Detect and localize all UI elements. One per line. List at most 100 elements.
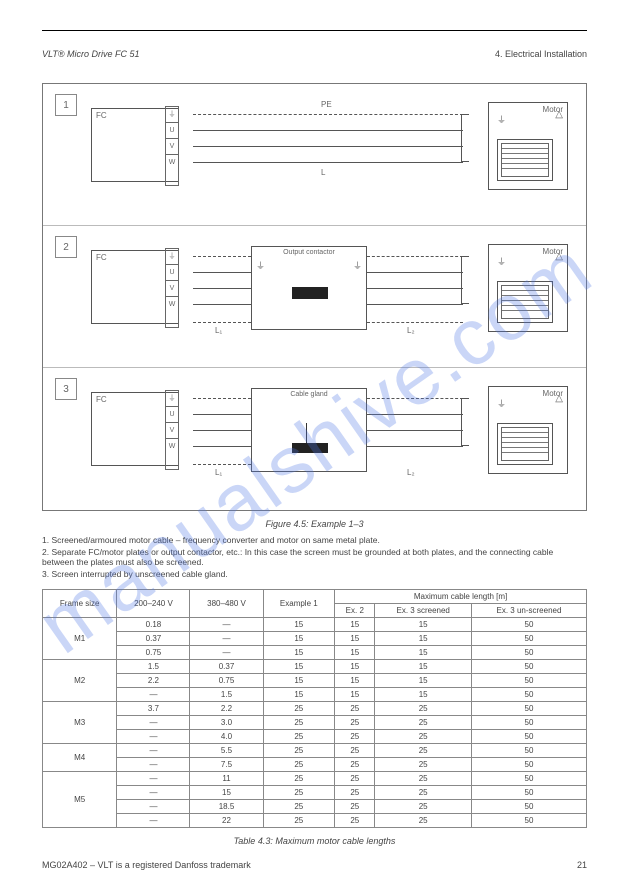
l2-label: L₂ <box>407 326 415 335</box>
cell: 25 <box>335 814 375 828</box>
cell: 25 <box>335 800 375 814</box>
cell: 50 <box>471 814 586 828</box>
diagram-panel-2: 2 FC ⏚ U V W <box>43 226 586 368</box>
drive-box: FC ⏚ U V W <box>91 108 179 182</box>
cell: 3.7 <box>117 702 190 716</box>
terminal-strip: ⏚ U V W <box>165 248 179 328</box>
term-v: V <box>166 281 178 297</box>
contactor-label: Output contactor <box>252 249 366 256</box>
wire-pe-r <box>367 256 463 257</box>
panel-number: 2 <box>55 236 77 258</box>
table-row: —3.025252550 <box>43 716 587 730</box>
cell: 25 <box>263 744 335 758</box>
panel-number: 3 <box>55 378 77 400</box>
cell: 50 <box>471 716 586 730</box>
table-row: —1.515151550 <box>43 688 587 702</box>
wire-w-r <box>367 304 463 305</box>
wire-v-r <box>367 288 463 289</box>
ground-icon: ⏚ <box>497 113 506 126</box>
length-label: L <box>321 168 325 177</box>
cell: 50 <box>471 702 586 716</box>
cell: 15 <box>375 618 472 632</box>
l1-label: L₁ <box>215 326 222 335</box>
l1-label: L₁ <box>215 468 222 477</box>
cell: 50 <box>471 632 586 646</box>
cell: — <box>117 716 190 730</box>
cell: 25 <box>263 716 335 730</box>
note-1: 1. Screened/armoured motor cable – frequ… <box>42 535 587 545</box>
diagram-panel-1: 1 FC ⏚ U V W <box>43 84 586 226</box>
th-max: Maximum cable length [m] <box>335 590 587 604</box>
table-row: 0.75—15151550 <box>43 646 587 660</box>
cell: 25 <box>263 702 335 716</box>
gland-label: Cable gland <box>252 391 366 398</box>
cell: 15 <box>263 618 335 632</box>
cell: 7.5 <box>190 758 263 772</box>
gland-stem <box>306 423 307 443</box>
term-w: W <box>166 439 178 455</box>
cell: 25 <box>335 702 375 716</box>
table-row: M5—1125252550 <box>43 772 587 786</box>
motor-box: Motor ⏚ △ <box>488 102 568 190</box>
cell: 25 <box>263 786 335 800</box>
cell: 25 <box>263 814 335 828</box>
term-u: U <box>166 407 178 423</box>
cell: 25 <box>335 786 375 800</box>
cell: 50 <box>471 744 586 758</box>
spec-table: Frame size 200–240 V 380–480 V Example 1… <box>42 589 587 828</box>
th-ex3s: Ex. 3 screened <box>375 604 472 618</box>
wire-w-l <box>193 446 251 447</box>
cell: — <box>117 800 190 814</box>
wire-u-r <box>367 272 463 273</box>
table-body: M10.18—151515500.37—151515500.75—1515155… <box>43 618 587 828</box>
cell: 2.2 <box>190 702 263 716</box>
cell: 25 <box>335 744 375 758</box>
cell: 25 <box>375 716 472 730</box>
cell: 25 <box>263 772 335 786</box>
wire-pe-l <box>193 398 251 399</box>
table-row: —2225252550 <box>43 814 587 828</box>
cell: 25 <box>263 800 335 814</box>
delta-icon: △ <box>555 393 563 404</box>
cell: 11 <box>190 772 263 786</box>
wire-u-l <box>193 414 251 415</box>
panel-content: FC ⏚ U V W Cable gland <box>91 386 568 486</box>
cell-frame: M4 <box>43 744 117 772</box>
cell-frame: M2 <box>43 660 117 702</box>
table-caption: Table 4.3: Maximum motor cable lengths <box>42 836 587 846</box>
wire-pe <box>193 114 463 115</box>
cell: 15 <box>263 688 335 702</box>
terminal-strip: ⏚ U V W <box>165 106 179 186</box>
panel-number: 1 <box>55 94 77 116</box>
cell: 50 <box>471 786 586 800</box>
table-head: Frame size 200–240 V 380–480 V Example 1… <box>43 590 587 618</box>
pe-label: PE <box>321 100 332 109</box>
cell: 15 <box>375 674 472 688</box>
cell-frame: M5 <box>43 772 117 828</box>
diagram-panel-3: 3 FC ⏚ U V W <box>43 368 586 510</box>
delta-icon: △ <box>555 251 563 262</box>
cell: 0.18 <box>117 618 190 632</box>
term-pe: ⏚ <box>166 391 178 407</box>
cell: — <box>117 772 190 786</box>
cell: 50 <box>471 618 586 632</box>
motor-brace <box>461 398 469 446</box>
cell: 15 <box>375 688 472 702</box>
table-row: M4—5.525252550 <box>43 744 587 758</box>
cell: 15 <box>375 632 472 646</box>
cell: 15 <box>190 786 263 800</box>
wire-v <box>193 146 463 147</box>
th-frame: Frame size <box>43 590 117 618</box>
cell: 50 <box>471 660 586 674</box>
ground-icon: ⏚ <box>497 397 506 410</box>
cell: 50 <box>471 758 586 772</box>
table-row: M10.18—15151550 <box>43 618 587 632</box>
th-ex1: Example 1 <box>263 590 335 618</box>
term-w: W <box>166 297 178 313</box>
cell: 1.5 <box>190 688 263 702</box>
wire-u-l <box>193 272 251 273</box>
terminal-strip: ⏚ U V W <box>165 390 179 470</box>
motor-box: Motor ⏚ △ <box>488 386 568 474</box>
cell: 15 <box>335 632 375 646</box>
cell: 50 <box>471 674 586 688</box>
